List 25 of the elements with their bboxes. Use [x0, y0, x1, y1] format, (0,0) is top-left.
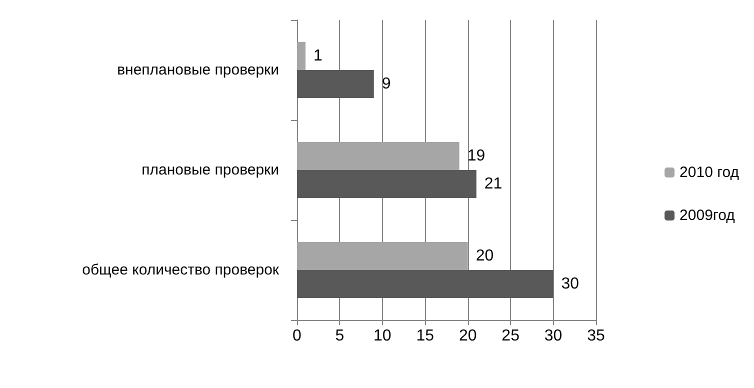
- x-tick-label: 5: [335, 328, 344, 344]
- y-tick-label: общее количество проверок: [82, 262, 280, 278]
- data-label: 20: [476, 248, 494, 264]
- x-tick-label: 35: [587, 328, 605, 344]
- x-tick-label: 15: [416, 328, 434, 344]
- bar: [297, 42, 306, 70]
- x-tick-label: 20: [458, 328, 477, 344]
- data-label: 9: [382, 76, 391, 92]
- bar: [297, 142, 460, 170]
- x-tick-label: 10: [374, 328, 392, 344]
- x-tick-label: 25: [502, 328, 520, 344]
- legend-label: 2009год: [680, 207, 736, 224]
- data-label: 21: [484, 176, 502, 192]
- y-tick-label: плановые проверки: [142, 162, 279, 178]
- y-tick-label: внеплановые проверки: [117, 62, 279, 78]
- x-tick-label: 30: [544, 328, 562, 344]
- x-tick-label: 0: [292, 328, 302, 344]
- bar: [297, 170, 476, 198]
- data-label: 19: [467, 148, 486, 164]
- data-label: 30: [561, 276, 580, 292]
- legend-label: 2010 год: [680, 164, 740, 181]
- data-label: 1: [314, 48, 323, 64]
- bar: [297, 270, 554, 298]
- bar: [297, 70, 374, 98]
- bar: [297, 242, 468, 270]
